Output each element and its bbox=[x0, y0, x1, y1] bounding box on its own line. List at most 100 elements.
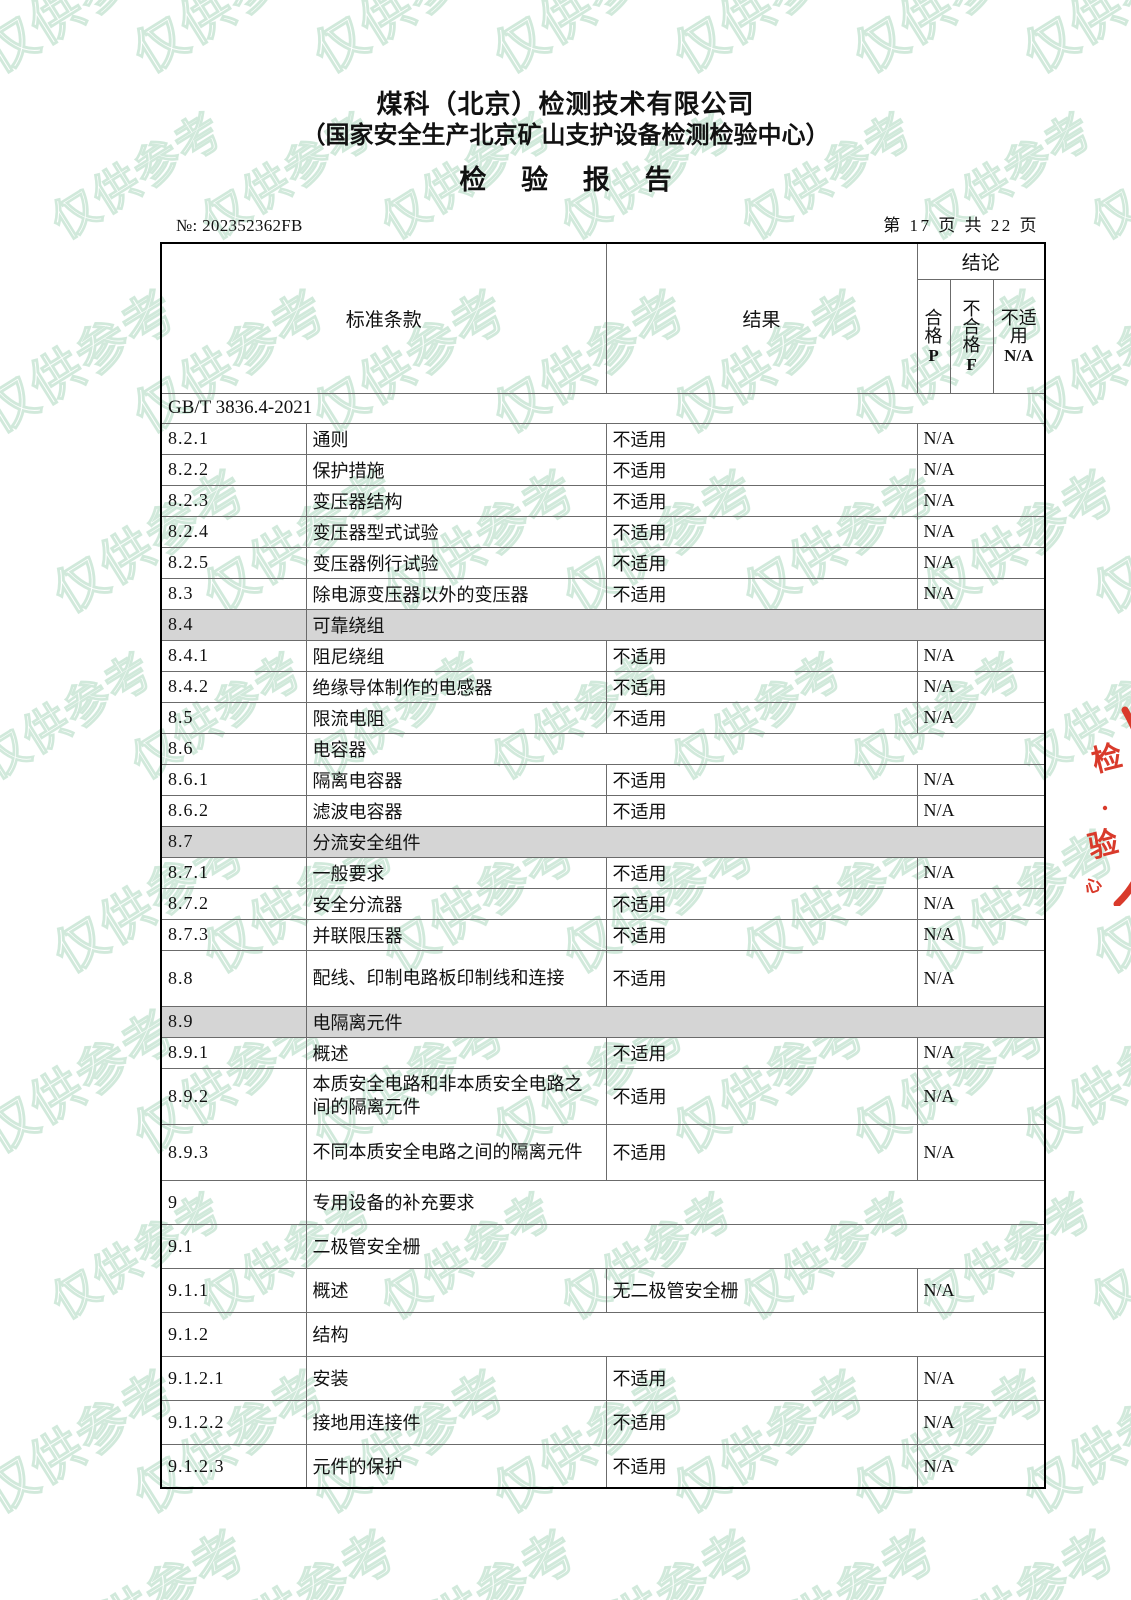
cell-conclusion: N/A bbox=[916, 949, 1047, 1007]
cell-clause-title: 绝缘导体制作的电感器 bbox=[305, 670, 607, 703]
page-title: 检 验 报 告 bbox=[459, 165, 686, 196]
header-na: 不适用 N/A bbox=[992, 278, 1047, 394]
report-number: №: 202352362FB bbox=[176, 216, 303, 236]
organization-name: 煤科（北京）检测技术有限公司 bbox=[376, 90, 755, 119]
cell-clause-title: 接地用连接件 bbox=[305, 1399, 607, 1445]
cell-result: 不适用 bbox=[605, 918, 918, 951]
table-row: 8.7.1 一般要求 不适用 N/A bbox=[160, 856, 1047, 889]
table-row: 8.9.2 本质安全电路和非本质安全电路之间的隔离元件 不适用 N/A bbox=[160, 1067, 1047, 1125]
cell-clause-number: 9.1.2.1 bbox=[160, 1355, 307, 1401]
cell-conclusion: N/A bbox=[916, 763, 1047, 796]
cell-clause-title: 阻尼绕组 bbox=[305, 639, 607, 672]
cell-clause-number: 8.3 bbox=[160, 577, 307, 610]
cell-clause-title: 并联限压器 bbox=[305, 918, 607, 951]
table-row: 8.2.5 变压器例行试验 不适用 N/A bbox=[160, 546, 1047, 579]
cell-conclusion: N/A bbox=[916, 670, 1047, 703]
table-row: 8.7.3 并联限压器 不适用 N/A bbox=[160, 918, 1047, 951]
table-row: 8.9.3 不同本质安全电路之间的隔离元件 不适用 N/A bbox=[160, 1123, 1047, 1181]
table-body: GB/T 3836.4-2021 8.2.1 通则 不适用 N/A 8.2.2 保护措施不… bbox=[159, 392, 1047, 1490]
table-row: 8.6.1 隔离电容器 不适用 N/A bbox=[160, 763, 1047, 796]
header-fail-cn: 不合格 bbox=[962, 298, 981, 356]
cell-clause-title: 除电源变压器以外的变压器 bbox=[305, 577, 607, 610]
header-result: 结果 bbox=[605, 242, 918, 394]
cell-result: 不适用 bbox=[605, 856, 918, 889]
cell-conclusion: N/A bbox=[916, 1123, 1047, 1181]
inspection-results-table: 标准条款 结果 结论 合格 P 不合格 F 不适用 N/A bbox=[159, 242, 1047, 1490]
cell-clause-title: 专用设备的补充要求 bbox=[305, 1179, 1047, 1225]
table-row: 8.4 可靠绕组 bbox=[160, 608, 1047, 641]
cell-clause-number: 8.7 bbox=[160, 825, 307, 858]
cell-result: 不适用 bbox=[605, 794, 918, 827]
cell-clause-number: 8.6.1 bbox=[160, 763, 307, 796]
cell-conclusion: N/A bbox=[916, 577, 1047, 610]
document-header: 煤科（北京）检测技术有限公司 （国家安全生产北京矿山支护设备检测检验中心） 检 … bbox=[0, 0, 1131, 197]
table-row: 8.6.2 滤波电容器 不适用 N/A bbox=[160, 794, 1047, 827]
cell-clause-number: 9.1.2.3 bbox=[160, 1443, 307, 1490]
table-row: 9 专用设备的补充要求 bbox=[160, 1179, 1047, 1225]
cell-clause-title: 元件的保护 bbox=[305, 1443, 607, 1490]
watermark-text: 仅供参考 bbox=[37, 1508, 260, 1600]
table-row: 8.5 限流电阻 不适用 N/A bbox=[160, 701, 1047, 734]
cell-clause-title: 安全分流器 bbox=[305, 887, 607, 920]
table-row: 9.1.2.3 元件的保护 不适用 N/A bbox=[160, 1443, 1047, 1490]
cell-result: 不适用 bbox=[605, 1123, 918, 1181]
header-na-cn: 不适用 bbox=[1000, 307, 1037, 347]
cell-result: 不适用 bbox=[605, 546, 918, 579]
table-row: 8.8 配线、印制电路板印制线和连接 不适用 N/A bbox=[160, 949, 1047, 1007]
cell-conclusion: N/A bbox=[916, 1355, 1047, 1401]
cell-clause-title: 安装 bbox=[305, 1355, 607, 1401]
cell-clause-title: 限流电阻 bbox=[305, 701, 607, 734]
cell-result: 不适用 bbox=[605, 453, 918, 486]
standard-heading: GB/T 3836.4-2021 bbox=[159, 392, 1047, 424]
cell-clause-number: 9 bbox=[160, 1179, 307, 1225]
cell-clause-title: 概述 bbox=[305, 1267, 607, 1313]
cell-clause-number: 8.2.3 bbox=[160, 484, 307, 517]
cell-conclusion: N/A bbox=[916, 1036, 1047, 1069]
cell-clause-number: 8.4.1 bbox=[160, 639, 307, 672]
cell-clause-title: 配线、印制电路板印制线和连接 bbox=[305, 949, 607, 1007]
cell-clause-title: 通则 bbox=[305, 422, 607, 455]
cell-clause-title: 滤波电容器 bbox=[305, 794, 607, 827]
cell-clause-number: 8.7.2 bbox=[160, 887, 307, 920]
cell-result: 不适用 bbox=[605, 763, 918, 796]
cell-clause-title: 变压器例行试验 bbox=[305, 546, 607, 579]
table-row: 8.2.2 保护措施 不适用 N/A bbox=[160, 453, 1047, 486]
cell-clause-number: 8.5 bbox=[160, 701, 307, 734]
cell-conclusion: N/A bbox=[916, 701, 1047, 734]
report-meta-row: №: 202352362FB 第 17 页 共 22 页 bbox=[176, 211, 1039, 236]
standard-heading-row: GB/T 3836.4-2021 bbox=[159, 392, 1047, 424]
cell-result: 不适用 bbox=[605, 577, 918, 610]
cell-clause-number: 8.9.1 bbox=[160, 1036, 307, 1069]
cell-clause-number: 8.2.1 bbox=[160, 422, 307, 455]
cell-clause-number: 9.1.1 bbox=[160, 1267, 307, 1313]
cell-result: 不适用 bbox=[605, 639, 918, 672]
cell-conclusion: N/A bbox=[916, 484, 1047, 517]
header-pass-en: P bbox=[928, 345, 939, 365]
table-row: 9.1 二极管安全栅 bbox=[160, 1223, 1047, 1269]
header-fail-en: F bbox=[966, 354, 977, 374]
cell-clause-title: 分流安全组件 bbox=[305, 825, 1047, 858]
cell-result: 不适用 bbox=[605, 1355, 918, 1401]
cell-clause-number: 9.1.2.2 bbox=[160, 1399, 307, 1445]
table-row: 9.1.1 概述 无二极管安全栅 N/A bbox=[160, 1267, 1047, 1313]
table-row: 8.9.1 概述 不适用 N/A bbox=[160, 1036, 1047, 1069]
header-pass: 合格 P bbox=[916, 278, 951, 394]
cell-conclusion: N/A bbox=[916, 1399, 1047, 1445]
watermark-text: 仅供参考 bbox=[547, 1508, 770, 1600]
cell-result: 不适用 bbox=[605, 1399, 918, 1445]
cell-clause-number: 9.1.2 bbox=[160, 1311, 307, 1357]
cell-clause-number: 9.1 bbox=[160, 1223, 307, 1269]
cell-clause-title: 一般要求 bbox=[305, 856, 607, 889]
cell-result: 不适用 bbox=[605, 1067, 918, 1125]
cell-clause-number: 8.9 bbox=[160, 1005, 307, 1038]
header-pass-cn: 合格 bbox=[924, 307, 943, 347]
cell-clause-title: 可靠绕组 bbox=[305, 608, 1047, 641]
cell-conclusion: N/A bbox=[916, 1267, 1047, 1313]
watermark-text: 仅供参考 bbox=[1077, 1508, 1131, 1600]
table-row: 8.3 除电源变压器以外的变压器 不适用 N/A bbox=[160, 577, 1047, 610]
cell-result: 不适用 bbox=[605, 701, 918, 734]
table-row: 8.2.1 通则 不适用 N/A bbox=[160, 422, 1047, 455]
cell-clause-title: 电容器 bbox=[305, 732, 1047, 765]
cell-clause-number: 8.7.3 bbox=[160, 918, 307, 951]
table-row: 8.6 电容器 bbox=[160, 732, 1047, 765]
